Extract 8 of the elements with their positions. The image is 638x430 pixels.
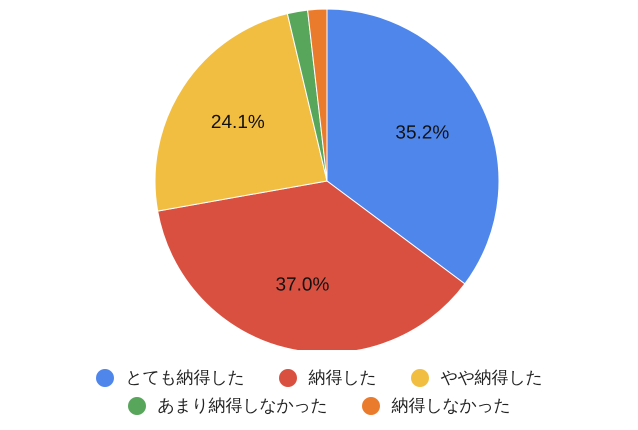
legend-label: やや納得した [440, 367, 542, 389]
data-label: 35.2% [395, 122, 450, 144]
legend-label: とても納得した [126, 367, 244, 389]
legend-label: 納得した [308, 367, 376, 389]
data-label: 24.1% [210, 112, 265, 133]
legend-label: 納得しなかった [392, 395, 510, 417]
data-label: 37.0% [275, 274, 330, 296]
legend-label: あまり納得しなかった [158, 395, 328, 417]
